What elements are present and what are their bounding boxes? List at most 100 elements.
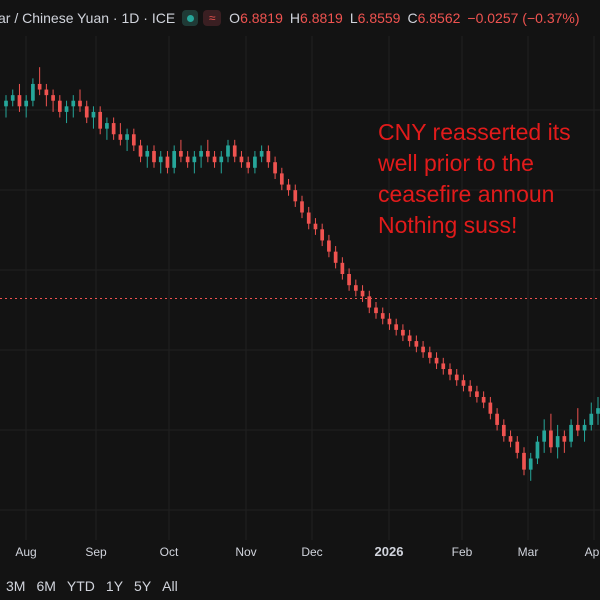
x-tick-label: Oct — [160, 545, 179, 559]
candle — [4, 95, 8, 118]
ohlc-change: −0.0257 (−0.37%) — [467, 10, 580, 26]
candle — [380, 307, 385, 325]
candlestick-series — [4, 67, 600, 481]
candle-body — [179, 151, 183, 157]
candle — [475, 385, 479, 403]
candle — [10, 89, 15, 107]
candle — [64, 100, 69, 124]
candle-body — [78, 100, 82, 107]
candle — [327, 234, 331, 258]
candle — [508, 430, 513, 448]
range-button-6m[interactable]: 6M — [36, 578, 56, 594]
candle-body — [394, 324, 399, 330]
candle-body — [125, 134, 129, 140]
candle-body — [4, 100, 8, 107]
x-tick-label: Aug — [15, 545, 36, 559]
candle-body — [515, 441, 520, 453]
candle — [185, 151, 190, 168]
range-button-3m[interactable]: 3M — [6, 578, 26, 594]
candle — [401, 324, 405, 342]
candle — [495, 408, 499, 431]
candle — [205, 139, 210, 163]
candle-body — [596, 408, 600, 414]
candle — [226, 139, 230, 163]
candle-body — [448, 369, 452, 375]
candle — [145, 145, 150, 168]
candle-body — [353, 285, 358, 291]
candle-body — [313, 223, 318, 230]
candle — [293, 184, 298, 207]
candle — [414, 335, 419, 353]
x-tick-label: Feb — [452, 545, 473, 559]
candle — [320, 223, 325, 247]
candle-body — [306, 212, 311, 224]
candle-body — [347, 274, 351, 286]
candle — [51, 89, 55, 112]
chart-grid — [0, 36, 600, 540]
candle — [31, 78, 35, 107]
candle-body — [98, 111, 103, 129]
candle — [461, 374, 466, 392]
candle-body — [320, 229, 325, 241]
candle — [125, 128, 129, 152]
symbol-header: ar / Chinese Yuan · 1D · ICE ≈ O6.8819 H… — [0, 0, 600, 36]
candle-body — [145, 151, 150, 157]
candle-body — [461, 380, 466, 386]
candle-body — [367, 296, 372, 308]
candle-body — [414, 341, 419, 347]
candle-body — [165, 156, 170, 168]
range-button-ytd[interactable]: YTD — [66, 578, 95, 594]
candle — [306, 206, 311, 230]
candle — [434, 352, 439, 370]
x-tick-label: 2026 — [375, 544, 404, 559]
candle-body — [535, 441, 540, 459]
candle-body — [380, 313, 385, 319]
candle — [421, 341, 425, 358]
ohlc-open: O6.8819 — [229, 10, 283, 26]
candle — [394, 318, 399, 336]
candle — [488, 396, 493, 420]
candle — [279, 167, 284, 191]
wave-icon[interactable]: ≈ — [203, 10, 222, 26]
candle — [57, 95, 62, 118]
candle — [253, 151, 257, 174]
candle — [441, 357, 446, 375]
candle-body — [427, 352, 432, 358]
candle-body — [131, 134, 136, 146]
candle — [158, 151, 163, 174]
range-button-1y[interactable]: 1Y — [105, 578, 124, 594]
candle-body — [293, 190, 298, 202]
candle-body — [333, 251, 338, 263]
candle — [91, 106, 96, 129]
market-status-icon[interactable] — [182, 10, 199, 26]
ohlc-close: C6.8562 — [407, 10, 461, 26]
candle — [111, 117, 116, 140]
candle-body — [495, 413, 499, 425]
candle — [37, 67, 42, 96]
candle-body — [84, 106, 89, 118]
x-tick-label: Apr — [585, 545, 600, 559]
x-tick-label: Dec — [301, 545, 322, 559]
candle — [199, 145, 203, 168]
candle-body — [542, 430, 547, 442]
candle — [78, 89, 82, 112]
candle-body — [158, 156, 163, 163]
candle-body — [118, 134, 123, 140]
candle — [427, 346, 432, 364]
candle-body — [508, 436, 513, 442]
candle — [515, 436, 520, 459]
candle — [273, 156, 277, 179]
candle — [448, 363, 452, 381]
range-button-all[interactable]: All — [162, 578, 178, 594]
candle — [98, 106, 103, 135]
range-button-5y[interactable]: 5Y — [134, 578, 152, 594]
candle-body — [10, 95, 15, 101]
candle — [454, 369, 459, 386]
candle — [353, 279, 358, 297]
candle — [105, 117, 109, 140]
candle-body — [279, 173, 284, 185]
candle-body — [441, 363, 446, 370]
candle — [535, 436, 540, 465]
candle-body — [327, 240, 331, 252]
